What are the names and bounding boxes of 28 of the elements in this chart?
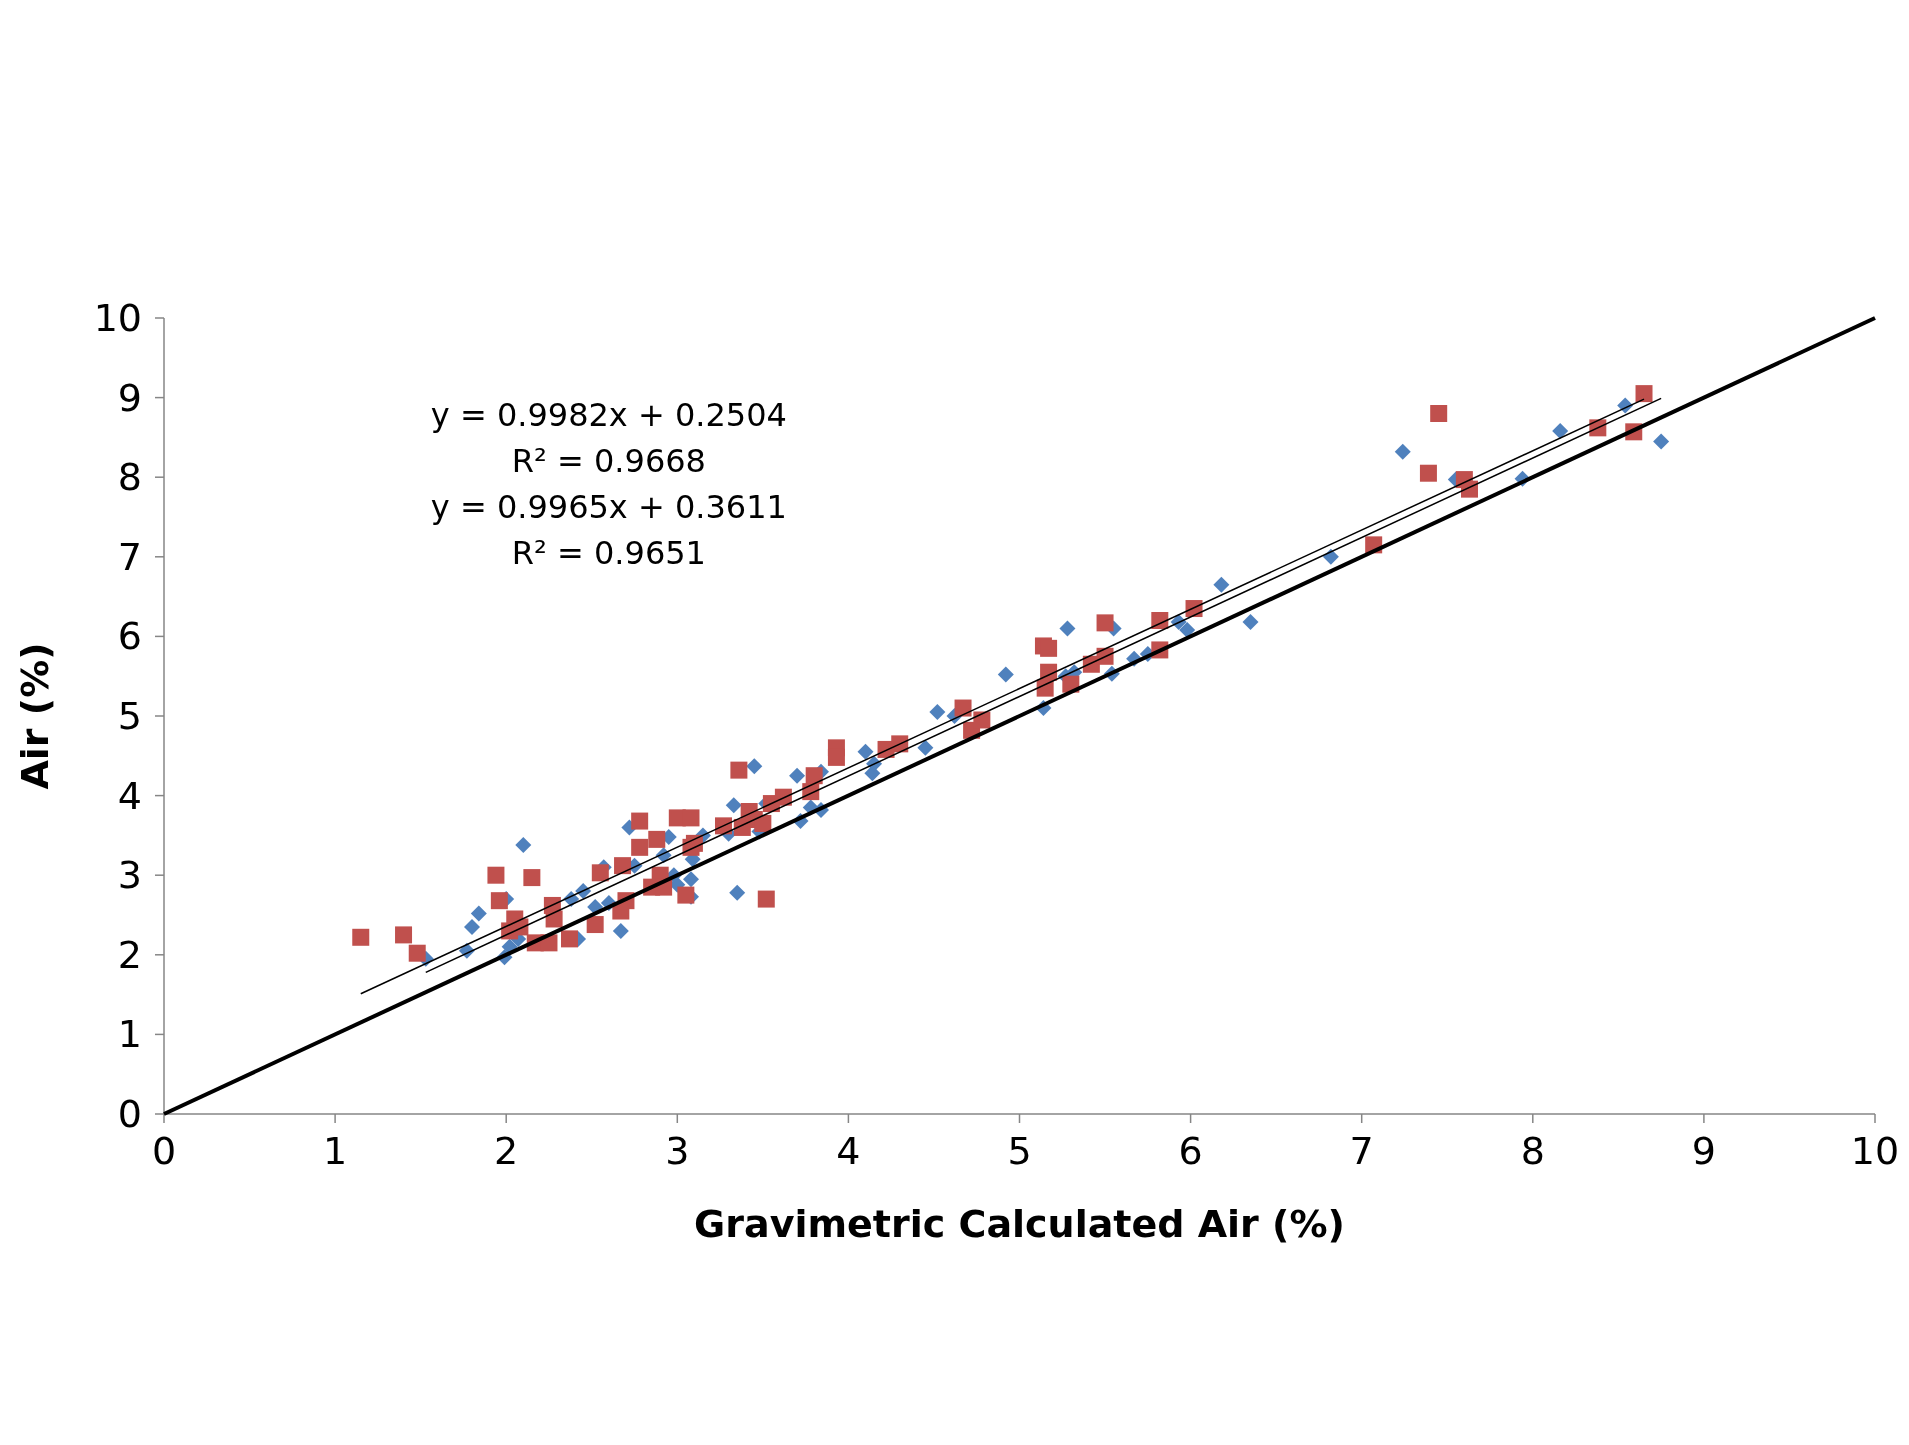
x-tick-label: 5 [1007, 1129, 1032, 1173]
x-tick-label: 8 [1520, 1129, 1545, 1173]
x-tick-label: 9 [1691, 1129, 1716, 1173]
x-axis-title: Gravimetric Calculated Air (%) [694, 1202, 1345, 1246]
y-tick-label: 0 [117, 1092, 142, 1136]
annotation: y = 0.9982x + 0.2504 [430, 396, 787, 434]
y-tick-label: 10 [93, 296, 142, 340]
x-tick-label: 2 [494, 1129, 519, 1173]
y-tick-label: 6 [117, 614, 142, 659]
x-tick-label: 6 [1178, 1129, 1203, 1173]
y-tick-label: 9 [117, 375, 142, 420]
x-tick-label: 7 [1349, 1129, 1374, 1173]
y-tick-label: 2 [117, 932, 142, 977]
x-tick-label: 0 [151, 1129, 177, 1173]
x-tick-label: 4 [836, 1129, 861, 1173]
annotation: y = 0.9965x + 0.3611 [430, 488, 787, 526]
y-tick-label: 3 [117, 853, 142, 898]
y-tick-label: 1 [117, 1012, 142, 1057]
x-tick-label: 3 [665, 1129, 690, 1173]
y-tick-label: 5 [117, 694, 142, 738]
y-tick-label: 4 [117, 773, 142, 818]
annotation: R² = 0.9668 [511, 442, 706, 480]
y-tick-label: 8 [117, 455, 142, 500]
y-axis-title: Air (%) [13, 642, 57, 790]
y-tick-label: 7 [117, 534, 142, 579]
annotation: R² = 0.9651 [511, 534, 706, 572]
x-tick-label: 1 [323, 1129, 348, 1173]
x-tick-label: 10 [1850, 1129, 1900, 1173]
